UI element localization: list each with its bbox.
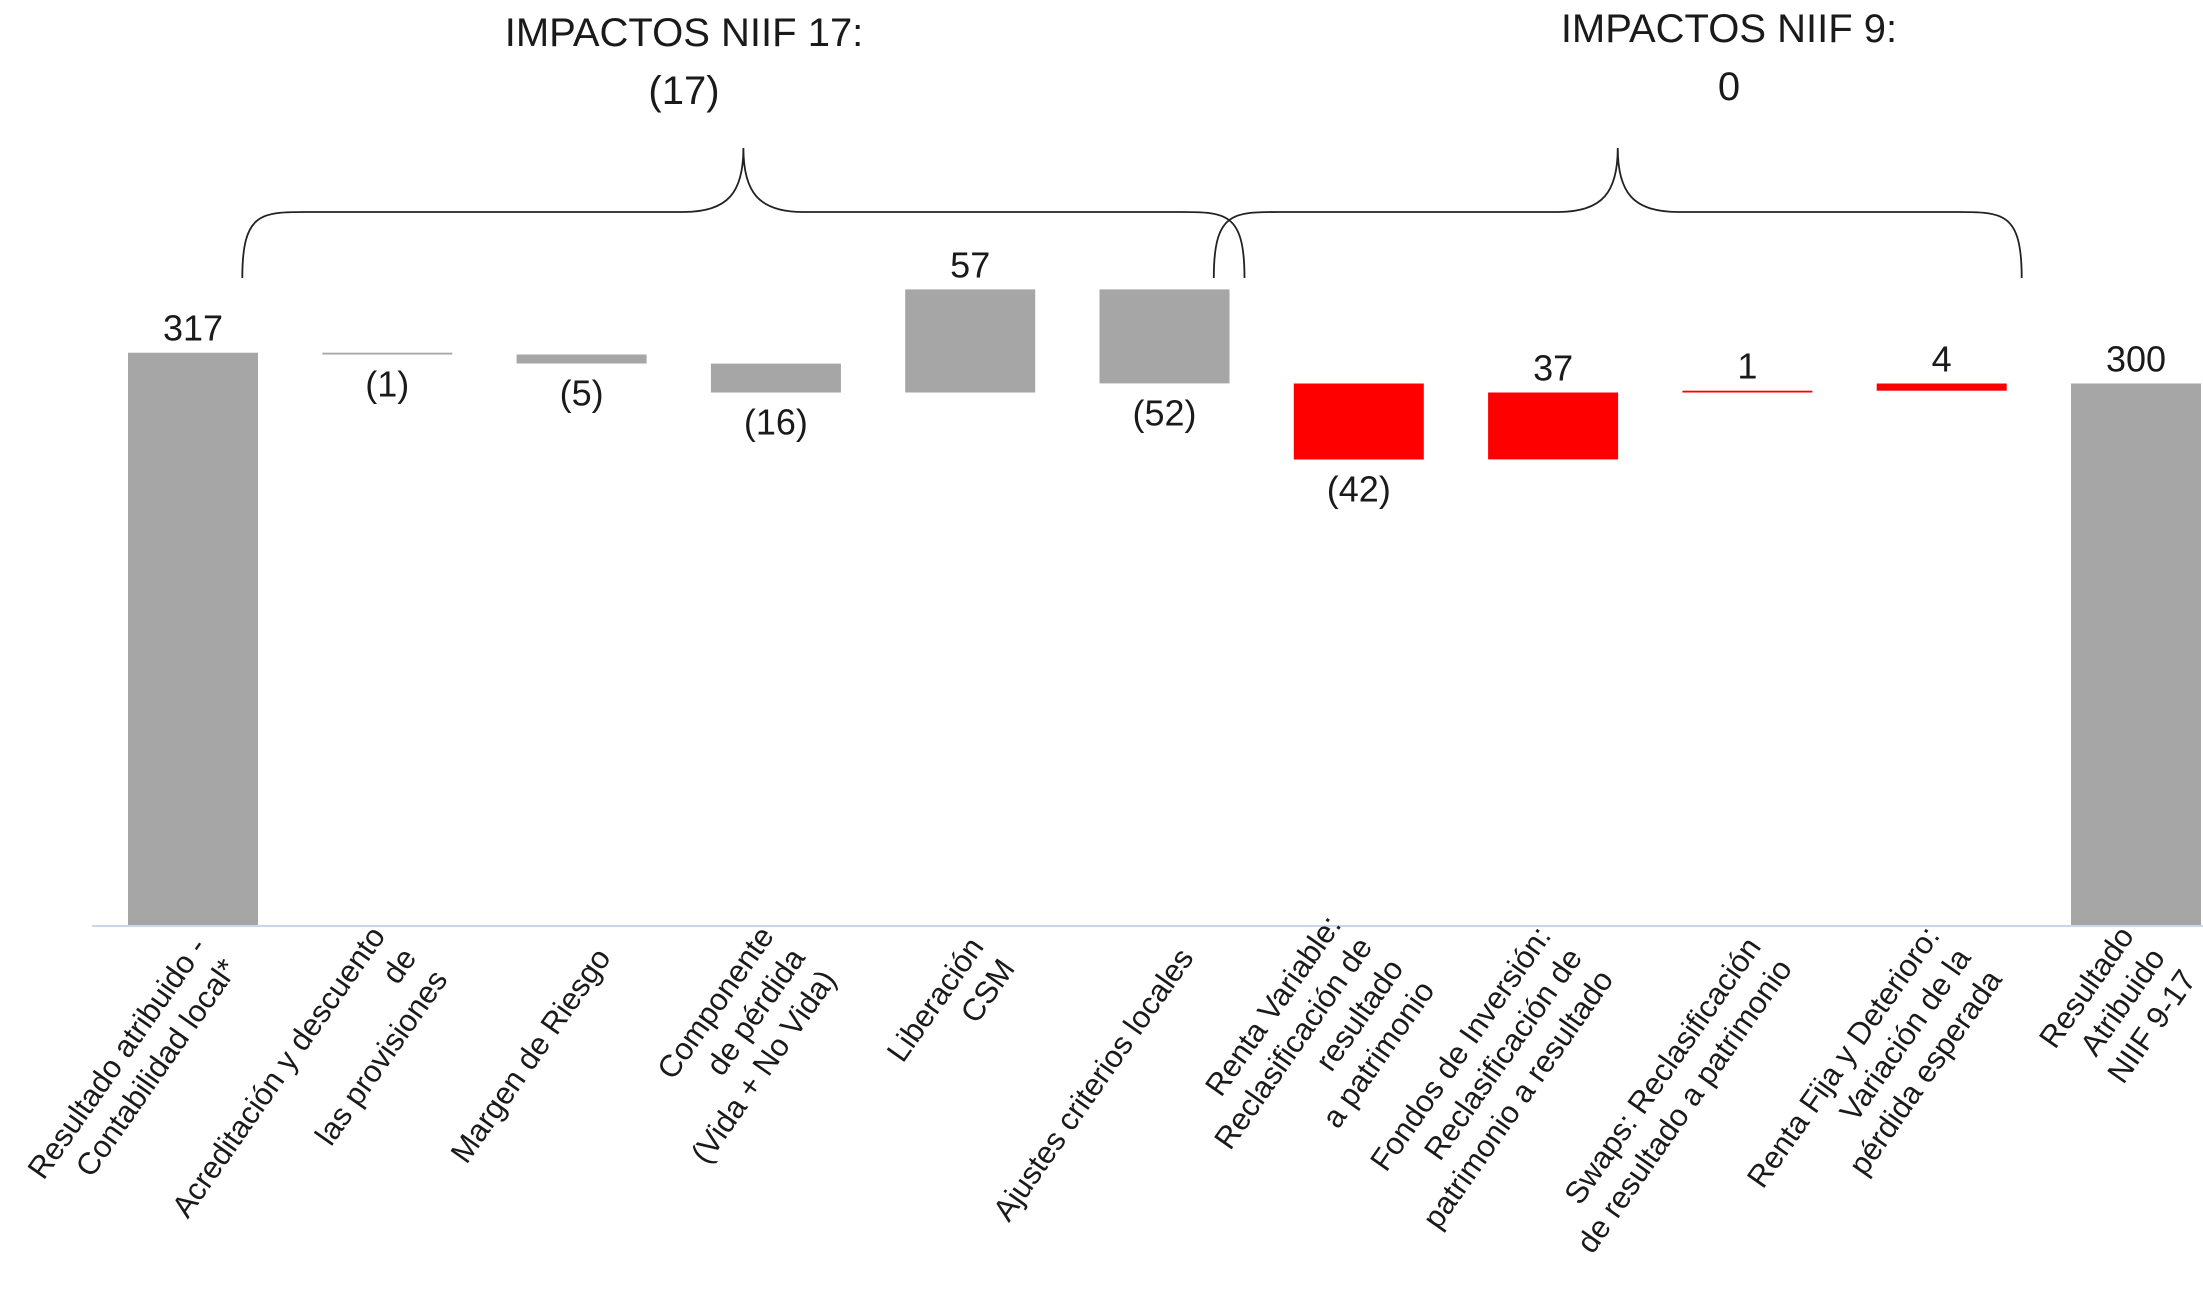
category-label-4: LiberaciónCSM	[880, 931, 1022, 1090]
value-label-3: (16)	[744, 402, 808, 443]
bar-2	[516, 354, 647, 364]
bars-layer	[128, 289, 2201, 926]
group-title-niif9-text: IMPACTOS NIIF 9:	[1560, 7, 1898, 51]
bar-0	[128, 352, 258, 926]
bar-6	[1293, 383, 1424, 460]
bar-7	[1488, 392, 1619, 460]
bar-1	[322, 352, 453, 355]
value-label-1: (1)	[365, 364, 409, 405]
bar-4	[905, 289, 1036, 393]
value-label-5: (52)	[1132, 393, 1196, 434]
group-title-niif9: IMPACTOS NIIF 9: 0	[1429, 0, 2029, 116]
group-total-niif9: 0	[1717, 65, 1741, 109]
category-label-10: ResultadoAtribuidoNIIF 9-17	[2032, 920, 2203, 1098]
value-label-7: 37	[1533, 348, 1573, 389]
bar-5	[1099, 289, 1230, 384]
bar-3	[710, 363, 841, 393]
group-braces	[241, 147, 2023, 279]
group-total-niif17: (17)	[648, 69, 720, 113]
bar-10	[2071, 383, 2201, 926]
group-brace-1	[1212, 147, 2023, 279]
value-label-10: 300	[2106, 339, 2166, 380]
value-label-0: 317	[163, 308, 223, 349]
value-label-2: (5)	[560, 373, 604, 414]
group-title-niif17-text: IMPACTOS NIIF 17:	[504, 11, 864, 55]
category-label-2: Margen de Riesgo	[444, 942, 618, 1170]
category-label-8: Swaps: Reclasificaciónde resultado a pat…	[1538, 931, 1798, 1259]
category-labels-layer: Resultado atribuido -Contabilidad local*…	[21, 909, 2203, 1259]
group-brace-0	[241, 147, 1246, 279]
bar-8	[1682, 390, 1813, 393]
value-label-8: 1	[1737, 346, 1757, 387]
value-label-4: 57	[950, 244, 990, 285]
category-label-5: Ajustes criterios locales	[986, 942, 1200, 1227]
value-labels-layer: 317 (1) (5) (16) 57 (52) (42) 37 1 4 300	[163, 244, 2166, 509]
bar-9	[1876, 383, 2007, 391]
value-label-9: 4	[1932, 339, 1952, 380]
value-label-6: (42)	[1327, 468, 1391, 509]
group-title-niif17: IMPACTOS NIIF 17: (17)	[384, 4, 984, 120]
category-label-3: Componentede pérdida(Vida + No Vida)	[622, 919, 844, 1169]
